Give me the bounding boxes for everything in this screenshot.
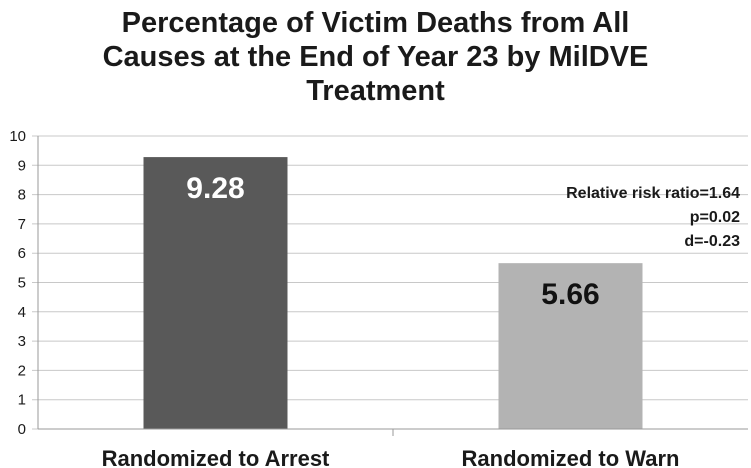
- y-tick-label: 5: [18, 275, 26, 292]
- bar-data-label: 9.28: [186, 172, 244, 205]
- bar: [498, 263, 643, 429]
- annotation-line: Relative risk ratio=1.64: [566, 185, 740, 202]
- y-tick-label: 8: [18, 187, 26, 204]
- annotation-line: d=-0.23: [684, 233, 740, 250]
- chart-title-line: Percentage of Victim Deaths from All: [121, 7, 630, 39]
- bar: [143, 157, 288, 429]
- x-category-label: Randomized to Arrest: [102, 446, 330, 468]
- x-category-label: Randomized to Warn: [462, 446, 680, 468]
- chart-title: Percentage of Victim Deaths from All Cau…: [0, 6, 751, 108]
- y-tick-label: 2: [18, 362, 26, 379]
- annotation-line: p=0.02: [690, 209, 740, 226]
- y-tick-label: 0: [18, 421, 26, 438]
- y-tick-label: 3: [18, 333, 26, 350]
- chart-title-line: Treatment: [306, 75, 445, 107]
- y-tick-label: 9: [18, 157, 26, 174]
- y-tick-label: 7: [18, 216, 26, 233]
- y-tick-label: 1: [18, 392, 26, 409]
- x-axis: Randomized to Arrest Randomized to Warn: [37, 136, 748, 468]
- y-tick-label: 10: [9, 128, 26, 145]
- y-axis-tick-labels: 0 1 2 3 4 5 6 7 8 9 10: [9, 128, 26, 438]
- bars: 9.28 5.66: [143, 157, 643, 429]
- y-tick-label: 6: [18, 245, 26, 262]
- y-tick-label: 4: [18, 304, 26, 321]
- bar-data-label: 5.66: [541, 278, 599, 311]
- statistics-annotation: Relative risk ratio=1.64 p=0.02 d=-0.23: [566, 185, 740, 250]
- chart-title-line: Causes at the End of Year 23 by MilDVE: [102, 41, 649, 73]
